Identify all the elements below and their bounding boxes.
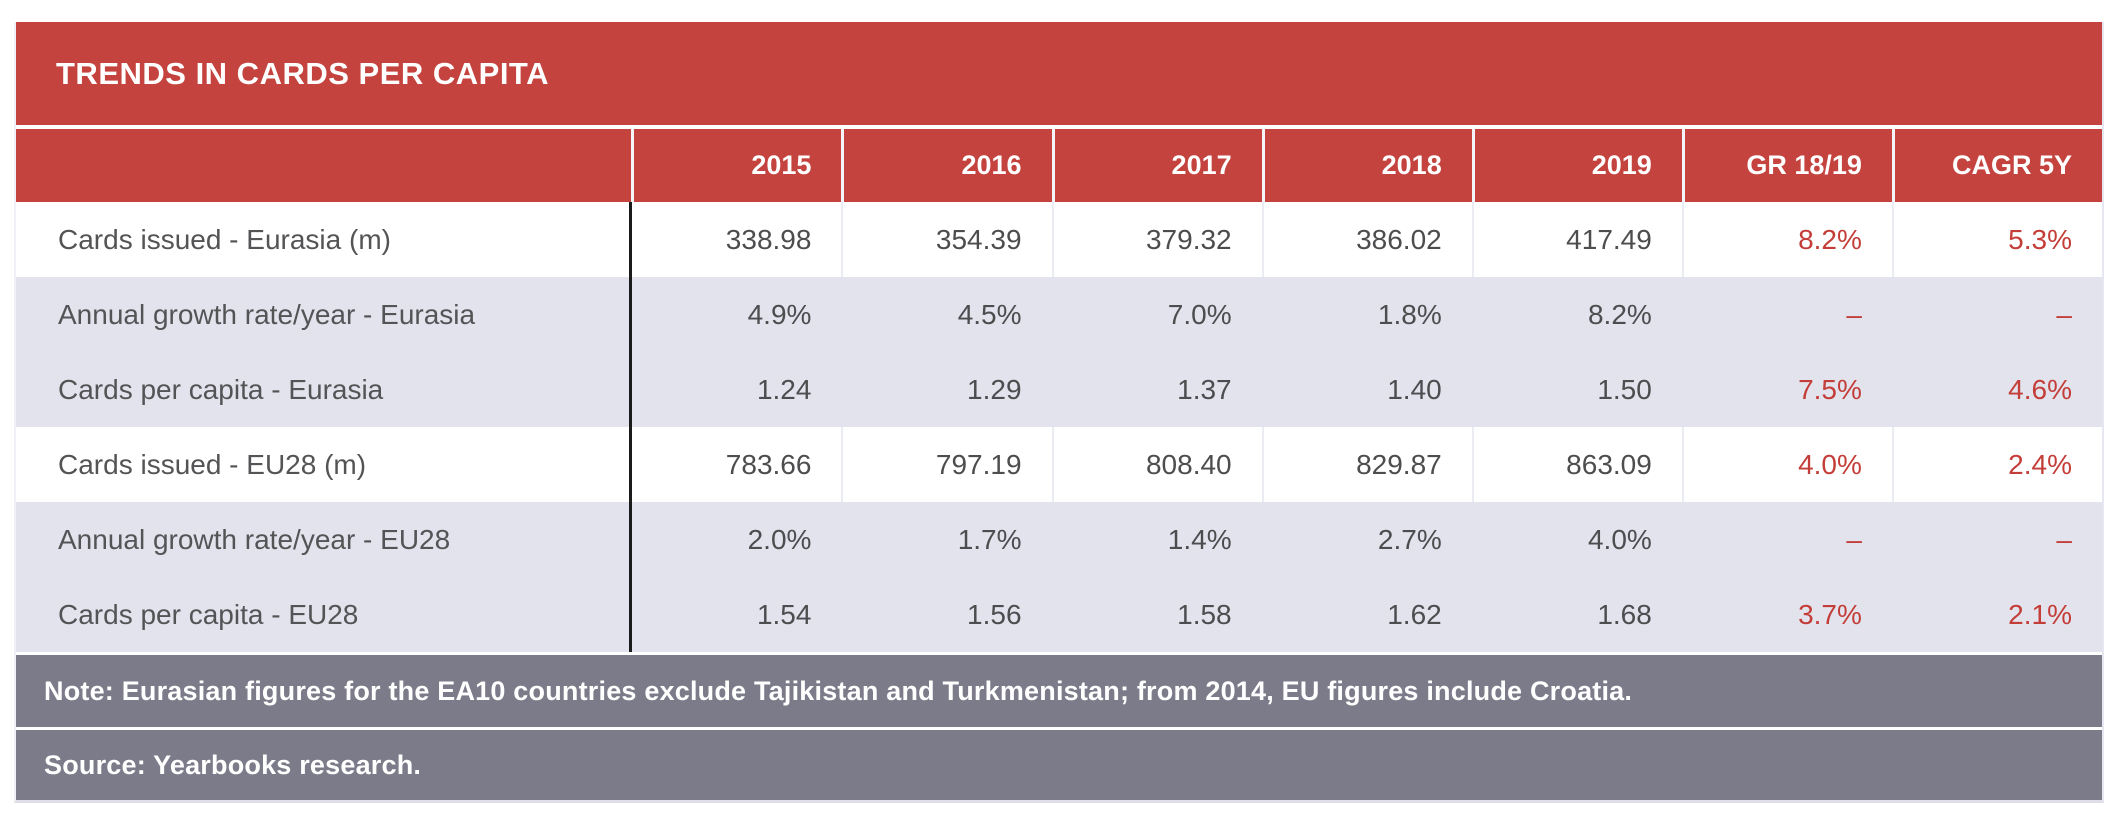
cell-value: 1.8%: [1377, 298, 1442, 330]
source-bar: Source: Yearbooks research.: [16, 730, 2102, 800]
cell-value: –: [2056, 523, 2072, 555]
table-row: Annual growth rate/year - Eurasia 4.9% 4.5…: [16, 277, 2102, 352]
cell-value: 1.58: [1177, 598, 1232, 630]
cell-value: 1.7%: [957, 523, 1022, 555]
cell-value: 3.7%: [1798, 598, 1862, 630]
source-text: Source: Yearbooks research.: [44, 749, 422, 780]
cell-value: 808.40: [1051, 427, 1262, 502]
column-divider-line: [629, 202, 633, 652]
cell-value: 4.5%: [957, 298, 1022, 330]
cell-value: 2.1%: [2008, 598, 2072, 630]
cell-value: 1.40: [1387, 373, 1442, 405]
cell-value: 1.29: [967, 373, 1022, 405]
header-cell-gr-18-19: GR 18/19: [1681, 129, 1892, 202]
cell-value: 417.49: [1471, 202, 1682, 277]
cell-value: 8.2%: [1587, 298, 1652, 330]
cell-value: 2.7%: [1377, 523, 1442, 555]
cell-value: 1.56: [967, 598, 1022, 630]
cell-value: –: [1846, 523, 1862, 555]
cell-value: 8.2%: [1681, 202, 1892, 277]
row-label: Cards issued - EU28 (m): [58, 448, 367, 480]
cell-value: 829.87: [1261, 427, 1472, 502]
cell-value: –: [1846, 298, 1862, 330]
cell-value: 1.24: [756, 373, 812, 405]
cell-value: 863.09: [1471, 427, 1682, 502]
cell-value: 386.02: [1261, 202, 1472, 277]
row-label: Cards issued - Eurasia (m): [58, 223, 391, 255]
header-cell-cagr-5y: CAGR 5Y: [1891, 129, 2102, 202]
header-cell-2015: 2015: [631, 129, 841, 202]
cell-value: 338.98: [725, 223, 812, 255]
table-title-bar: TRENDS IN CARDS PER CAPITA: [16, 22, 2102, 125]
table-header-row: 2015 2016 2017 2018 2019 GR 18/19 CAGR 5…: [16, 129, 2102, 202]
header-cell-2017: 2017: [1051, 129, 1262, 202]
cards-per-capita-table: TRENDS IN CARDS PER CAPITA 2015 2016 201…: [14, 22, 2104, 803]
table-row: Cards issued - Eurasia (m) 338.98 354.39 37…: [16, 202, 2102, 277]
cell-value: 4.9%: [747, 298, 812, 330]
cell-value: 1.62: [1387, 598, 1442, 630]
cell-value: 2.4%: [1891, 427, 2102, 502]
cell-value: 4.0%: [1681, 427, 1892, 502]
cell-value: 797.19: [841, 427, 1051, 502]
cell-value: 1.4%: [1167, 523, 1232, 555]
cell-value: –: [2056, 298, 2072, 330]
note-bar: Note: Eurasian figures for the EA10 coun…: [16, 655, 2102, 727]
cell-value: 354.39: [841, 202, 1051, 277]
cell-value: 1.68: [1597, 598, 1652, 630]
header-cell-empty: [16, 129, 631, 202]
cell-value: 4.6%: [2008, 373, 2072, 405]
cell-value: 1.50: [1597, 373, 1652, 405]
cell-value: 7.5%: [1798, 373, 1862, 405]
row-label: Cards per capita - EU28: [58, 598, 359, 630]
table-row: Cards issued - EU28 (m) 783.66 797.19 808.4…: [16, 427, 2102, 502]
header-cell-2018: 2018: [1261, 129, 1472, 202]
cell-value: 379.32: [1051, 202, 1262, 277]
cell-value: 1.37: [1177, 373, 1232, 405]
row-label: Annual growth rate/year - EU28: [58, 523, 451, 555]
table-row: Annual growth rate/year - EU28 2.0% 1.7% 1.…: [16, 502, 2102, 577]
cell-value: 5.3%: [1891, 202, 2102, 277]
cell-value: 783.66: [725, 448, 812, 480]
table-row: Cards per capita - EU28 1.54 1.56 1.58 1.62 1…: [16, 577, 2102, 652]
row-label: Annual growth rate/year - Eurasia: [58, 298, 476, 330]
cell-value: 7.0%: [1167, 298, 1232, 330]
table-row: Cards per capita - Eurasia 1.24 1.29 1.37 1.…: [16, 352, 2102, 427]
table-body: Cards issued - Eurasia (m) 338.98 354.39 37…: [16, 202, 2102, 652]
table-title: TRENDS IN CARDS PER CAPITA: [56, 55, 549, 91]
cell-value: 2.0%: [747, 523, 812, 555]
cell-value: 1.54: [756, 598, 812, 630]
cell-value: 4.0%: [1587, 523, 1652, 555]
header-cell-2019: 2019: [1471, 129, 1682, 202]
row-label: Cards per capita - Eurasia: [58, 373, 384, 405]
note-text: Note: Eurasian figures for the EA10 coun…: [44, 675, 1633, 706]
header-cell-2016: 2016: [841, 129, 1051, 202]
